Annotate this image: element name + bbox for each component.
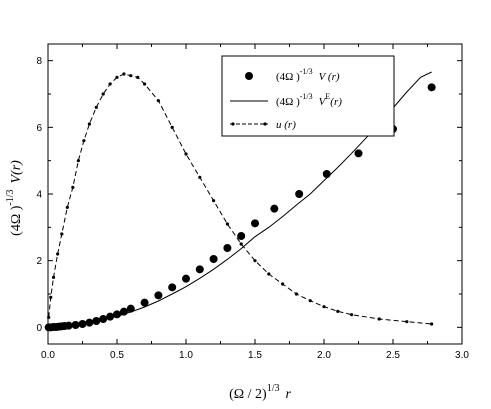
data-point-V: [99, 315, 108, 323]
legend-label: u (r): [276, 119, 296, 131]
data-point-V: [106, 312, 115, 321]
data-point-u: [47, 315, 51, 319]
data-point-u: [294, 292, 298, 296]
x-tick-label: 2.5: [386, 350, 400, 361]
x-tick-label: 2.0: [317, 350, 331, 361]
data-point-V: [270, 204, 279, 213]
y-tick-label: 0: [36, 323, 42, 334]
data-point-V: [223, 244, 232, 252]
data-point-V: [295, 190, 304, 198]
legend-symbol-dot: [263, 122, 267, 126]
data-point-u: [143, 82, 147, 86]
data-point-u: [377, 317, 381, 321]
data-point-u: [82, 139, 86, 143]
data-point-u: [49, 295, 53, 299]
data-point-u: [65, 205, 69, 209]
data-point-V: [154, 291, 163, 300]
data-point-u: [129, 74, 133, 78]
data-point-u: [198, 175, 202, 179]
data-point-u: [253, 259, 257, 263]
data-point-u: [94, 105, 98, 109]
data-point-V: [237, 232, 246, 240]
data-point-u: [281, 282, 285, 286]
data-point-u: [405, 320, 409, 324]
x-tick-label: 1.5: [248, 350, 262, 361]
x-axis-ticks: 0.0 0.5 1.0 1.5 2.0 2.5 3.0: [41, 44, 469, 361]
data-point-u: [336, 309, 340, 313]
data-point-V: [113, 310, 121, 319]
data-point-V: [126, 304, 135, 313]
data-point-u: [115, 75, 119, 79]
data-point-V: [209, 255, 218, 263]
data-point-u: [170, 125, 174, 129]
data-point-u: [308, 299, 312, 303]
data-point-u: [51, 275, 56, 279]
y-tick-label: 6: [36, 123, 42, 134]
x-axis-title: (Ω / 2)1/3 r: [229, 383, 291, 402]
legend-symbol-dots: [245, 72, 253, 80]
data-point-u: [76, 159, 80, 163]
x-tick-label: 0.0: [41, 350, 55, 361]
y-axis-ticks: 0 2 4 6 8: [36, 56, 462, 334]
series-line-u: [48, 73, 432, 325]
data-point-u: [71, 185, 75, 189]
data-point-u: [225, 222, 229, 226]
y-tick-label: 2: [36, 256, 42, 267]
data-point-u: [108, 82, 112, 86]
data-point-u: [430, 322, 434, 326]
y-axis-title: (4Ω )-1/3V(r): [5, 160, 24, 236]
data-point-u: [212, 199, 216, 203]
data-point-u: [184, 152, 188, 156]
x-tick-label: 3.0: [455, 350, 469, 361]
legend-label: (4Ω )-1/3 VE(r): [276, 92, 342, 108]
data-point-u: [267, 272, 271, 276]
data-point-u: [87, 122, 91, 126]
legend-box: [221, 55, 395, 137]
data-point-V: [251, 219, 259, 228]
data-point-V: [354, 149, 363, 158]
data-point-V: [182, 274, 190, 283]
data-point-u: [122, 72, 126, 76]
y-tick-label: 8: [36, 56, 42, 67]
data-point-V: [168, 283, 177, 292]
data-point-u: [322, 305, 326, 309]
data-point-u: [101, 92, 105, 96]
legend-label: (4Ω )-1/3 V (r): [276, 67, 340, 83]
data-point-u: [56, 252, 60, 256]
y-tick-label: 4: [36, 190, 42, 201]
axis-titles: (Ω / 2)1/3 r (4Ω )-1/3V(r): [5, 160, 291, 402]
data-point-u: [350, 313, 354, 317]
legend-symbol-dot: [231, 122, 235, 126]
data-point-u: [156, 99, 160, 103]
x-tick-label: 0.5: [110, 350, 124, 361]
data-point-V: [427, 83, 436, 92]
legend: (4Ω )-1/3 V (r) (4Ω )-1/3 VE(r) u (r): [221, 55, 395, 137]
data-point-V: [195, 265, 204, 274]
data-point-V: [322, 170, 331, 178]
data-point-u: [60, 232, 64, 236]
x-tick-label: 1.0: [179, 350, 193, 361]
data-point-u: [136, 75, 140, 79]
data-point-u: [239, 242, 243, 246]
data-point-V: [140, 298, 149, 307]
